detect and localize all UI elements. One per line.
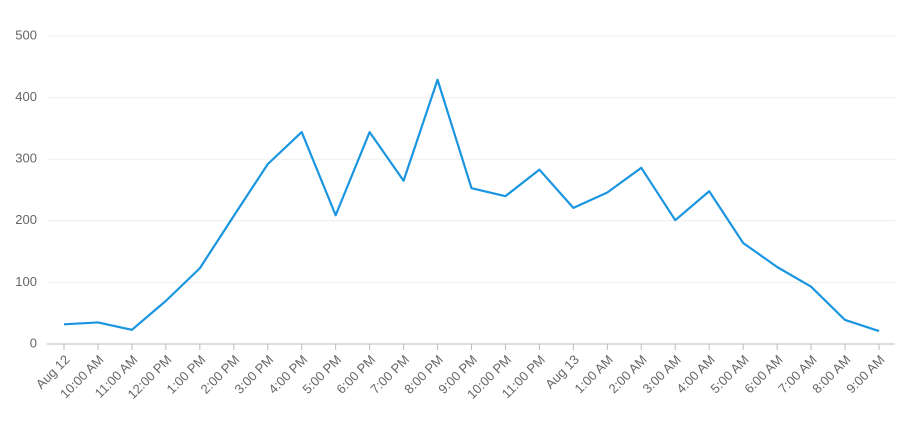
y-tick-label: 300 [15,151,37,166]
x-tick-label: 9:00 AM [843,352,887,396]
y-tick-label: 200 [15,212,37,227]
line [63,78,880,333]
y-tick-label: 400 [15,89,37,104]
y-tick-label: 500 [15,27,37,42]
y-tick-label: 0 [30,335,37,350]
y-tick-label: 100 [15,274,37,289]
